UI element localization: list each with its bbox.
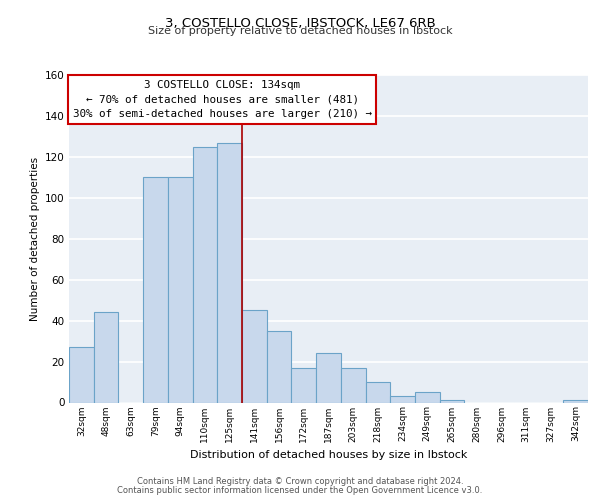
Bar bbox=[415, 392, 440, 402]
Text: Size of property relative to detached houses in Ibstock: Size of property relative to detached ho… bbox=[148, 26, 452, 36]
Bar bbox=[143, 178, 168, 402]
Bar bbox=[69, 347, 94, 403]
Bar bbox=[440, 400, 464, 402]
Text: 3 COSTELLO CLOSE: 134sqm
← 70% of detached houses are smaller (481)
30% of semi-: 3 COSTELLO CLOSE: 134sqm ← 70% of detach… bbox=[73, 80, 371, 118]
Y-axis label: Number of detached properties: Number of detached properties bbox=[29, 156, 40, 321]
Bar bbox=[316, 354, 341, 403]
Bar bbox=[390, 396, 415, 402]
Bar bbox=[217, 142, 242, 402]
X-axis label: Distribution of detached houses by size in Ibstock: Distribution of detached houses by size … bbox=[190, 450, 467, 460]
Bar bbox=[292, 368, 316, 402]
Bar bbox=[563, 400, 588, 402]
Bar bbox=[168, 178, 193, 402]
Bar bbox=[267, 331, 292, 402]
Bar bbox=[94, 312, 118, 402]
Text: 3, COSTELLO CLOSE, IBSTOCK, LE67 6RB: 3, COSTELLO CLOSE, IBSTOCK, LE67 6RB bbox=[164, 18, 436, 30]
Bar bbox=[341, 368, 365, 402]
Bar bbox=[365, 382, 390, 402]
Bar bbox=[193, 146, 217, 402]
Text: Contains public sector information licensed under the Open Government Licence v3: Contains public sector information licen… bbox=[118, 486, 482, 495]
Bar bbox=[242, 310, 267, 402]
Text: Contains HM Land Registry data © Crown copyright and database right 2024.: Contains HM Land Registry data © Crown c… bbox=[137, 477, 463, 486]
